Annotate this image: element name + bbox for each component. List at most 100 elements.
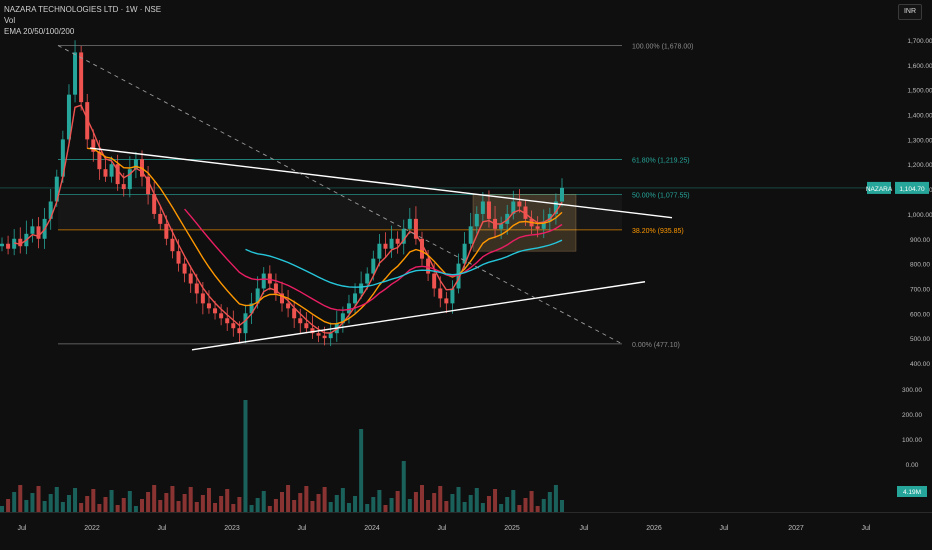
volume-bar: [54, 487, 59, 512]
volume-bar: [353, 496, 358, 512]
price-tick-label: 1,200.00: [907, 162, 932, 169]
candle-body: [468, 226, 473, 244]
volume-bar: [529, 491, 534, 512]
candle-body: [298, 318, 303, 324]
candle-body: [158, 213, 163, 224]
candle-body: [85, 102, 90, 140]
volume-bar: [206, 488, 211, 512]
candle-body: [200, 293, 205, 304]
volume-bar: [79, 503, 84, 512]
volume-bar: [194, 502, 199, 512]
volume-bar: [517, 505, 522, 512]
volume-bar: [286, 485, 291, 512]
volume-bar: [377, 490, 382, 512]
candle-body: [255, 288, 260, 304]
volume-bar: [6, 499, 11, 512]
volume-bar: [152, 485, 157, 512]
volume-bar: [97, 504, 102, 512]
candle-body: [286, 303, 291, 309]
candle-body: [328, 333, 333, 339]
volume-bar: [48, 494, 53, 512]
candle-body: [541, 221, 546, 229]
volume-bars: [0, 400, 564, 512]
candle-body: [517, 201, 522, 207]
candle-body: [310, 328, 315, 334]
candle-body: [401, 228, 406, 244]
candle-body: [389, 238, 394, 249]
volume-bar: [146, 492, 151, 512]
volume-bar: [121, 498, 126, 512]
currency-button[interactable]: INR: [898, 4, 922, 20]
volume-bar: [24, 500, 29, 512]
candle-body: [420, 238, 424, 259]
candle-body: [12, 238, 17, 249]
candle-body: [188, 273, 193, 284]
ema-200-line: [245, 239, 563, 288]
volume-bar: [42, 501, 47, 512]
volume-bar: [115, 505, 120, 512]
price-tick-label: 500.00: [910, 336, 930, 343]
price-tick-label: 1,300.00: [907, 137, 932, 144]
candle-body: [462, 243, 467, 264]
candle-body: [219, 313, 224, 319]
ema-label: EMA 20/50/100/200: [4, 27, 75, 36]
volume-tick-label: 300.00: [902, 387, 922, 394]
price-tick-label: 600.00: [910, 311, 930, 318]
volume-bar: [523, 498, 528, 512]
volume-bar: [334, 495, 339, 512]
candle-body: [121, 184, 126, 190]
candle-body: [480, 201, 485, 214]
time-tick-label: 2025: [504, 525, 520, 532]
candle-body: [486, 201, 491, 219]
candle-body: [213, 308, 218, 314]
candle-body: [36, 226, 41, 239]
volume-bar: [359, 429, 364, 512]
price-tag-bg: [895, 181, 929, 194]
candle-body: [164, 223, 169, 239]
candle-body: [170, 238, 175, 252]
volume-bar: [200, 495, 205, 512]
symbol-title: NAZARA TECHNOLOGIES LTD · 1W · NSE: [4, 5, 162, 14]
volume-bar: [158, 500, 163, 512]
volume-bar: [243, 400, 248, 512]
volume-bar: [553, 485, 558, 512]
volume-bar: [188, 487, 193, 512]
volume-tick-label: 100.00: [902, 437, 922, 444]
fib-level-label: 61.80% (1,219.25): [632, 157, 690, 164]
candle-body: [79, 52, 84, 103]
volume-bar: [91, 489, 96, 512]
candle-body: [146, 176, 151, 195]
volume-bar: [340, 488, 345, 512]
price-tick-label: 700.00: [910, 286, 930, 293]
candle-body: [359, 283, 364, 294]
candle-body: [353, 293, 358, 304]
volume-bar: [66, 495, 71, 512]
time-tick-label: 2022: [84, 525, 100, 532]
ascending-trendline: [191, 281, 646, 351]
time-tick-label: Jul: [438, 525, 447, 532]
candle-body: [377, 243, 382, 259]
candle-body: [553, 201, 558, 214]
volume-bar: [12, 492, 17, 512]
volume-bar: [213, 503, 218, 512]
time-tick-label: Jul: [720, 525, 729, 532]
volume-bar: [444, 501, 449, 512]
symbol-tag-bg: [867, 181, 891, 194]
ema-20-line: [14, 104, 563, 334]
volume-bar: [456, 487, 461, 512]
fib-level-label: 38.20% (935.85): [632, 228, 684, 235]
volume-bar: [304, 486, 309, 512]
candle-body: [292, 308, 297, 319]
price-tick-label: 400.00: [910, 361, 930, 368]
time-tick-label: Jul: [298, 525, 307, 532]
volume-bar: [432, 493, 437, 512]
volume-bar: [511, 490, 516, 512]
candle-body: [206, 303, 211, 309]
candle-body: [426, 258, 431, 274]
time-tick-label: Jul: [18, 525, 27, 532]
volume-bar: [316, 494, 321, 512]
volume-bar: [133, 506, 138, 512]
candle-body: [103, 169, 108, 177]
volume-bar: [0, 506, 4, 512]
